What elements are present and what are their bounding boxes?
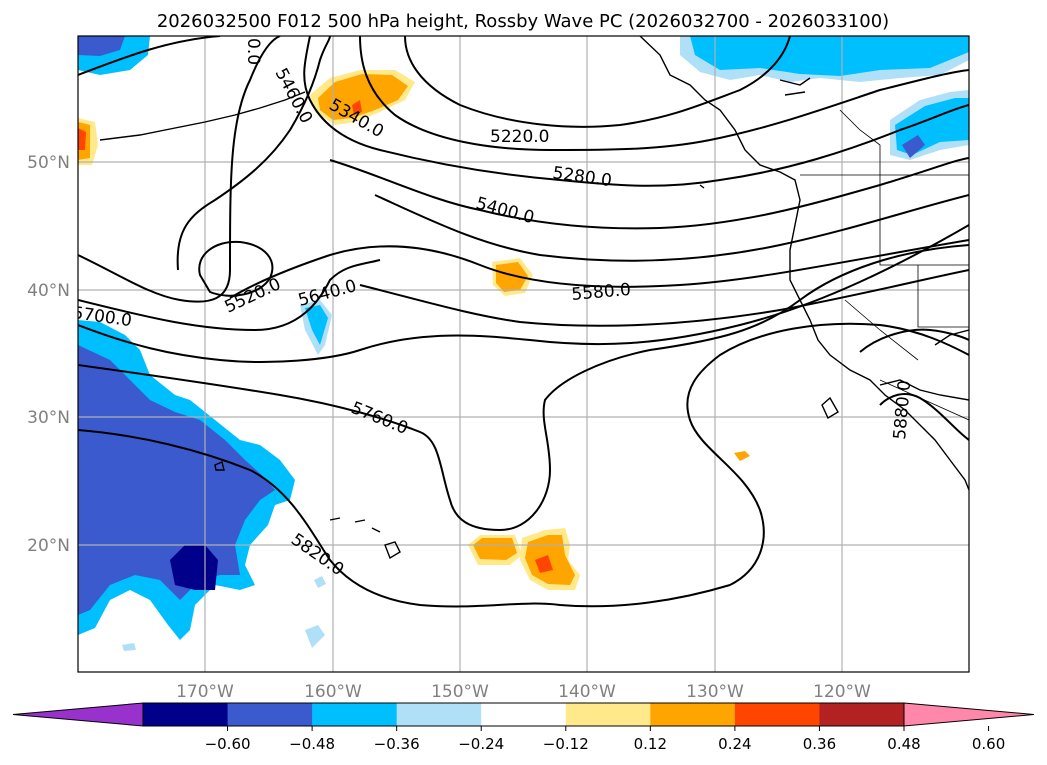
colorbar-segment [227, 703, 313, 726]
political-borders [800, 109, 969, 421]
colorbar-tick-label: 0.36 [803, 735, 836, 753]
colorbar-segment [481, 703, 567, 726]
colorbar-segment [312, 703, 398, 726]
lat-label: 40°N [27, 281, 70, 301]
colorbar [12, 702, 1035, 727]
contour-label: 5220.0 [490, 127, 549, 147]
colorbar-tick-label: −0.36 [374, 735, 420, 753]
lat-label: 30°N [27, 408, 70, 428]
colorbar-extend-high [903, 702, 1035, 727]
colorbar-segment [650, 703, 736, 726]
colorbar-tick-label: 0.12 [634, 735, 667, 753]
negative-anomaly-shading [78, 36, 969, 651]
map-frame [77, 35, 970, 673]
colorbar-segment [819, 703, 905, 726]
colorbar-tick-label: −0.48 [289, 735, 335, 753]
lon-label: 130°W [686, 682, 744, 702]
coastlines [99, 36, 969, 560]
positive-anomaly-shading [78, 70, 750, 590]
colorbar-outline [142, 702, 905, 727]
lon-label: 160°W [304, 682, 362, 702]
colorbar-tick-label: −0.24 [458, 735, 504, 753]
lat-label: 20°N [27, 536, 70, 556]
figure-title: 2026032500 F012 500 hPa height, Rossby W… [157, 11, 889, 32]
contour-label: 0.0 [243, 38, 263, 65]
height-contours [78, 36, 969, 608]
colorbar-tick-label: 0.48 [887, 735, 920, 753]
colorbar-segment [565, 703, 651, 726]
lon-label: 170°W [176, 682, 234, 702]
map-panel: 5340.0 5460.0 5400.0 5220.0 5280.0 5520.… [78, 36, 969, 672]
colorbar-segment [396, 703, 482, 726]
longitude-labels: 170°W 160°W 150°W 140°W 130°W 120°W [176, 682, 871, 702]
colorbar-tick-label: −0.60 [205, 735, 251, 753]
lon-label: 150°W [431, 682, 489, 702]
colorbar-segment [734, 703, 820, 726]
latitude-labels: 50°N 40°N 30°N 20°N [27, 153, 70, 556]
colorbar-tick-label: 0.60 [972, 735, 1005, 753]
lon-label: 120°W [813, 682, 871, 702]
colorbar-tick-label: −0.12 [543, 735, 589, 753]
colorbar-tick-label: 0.24 [718, 735, 751, 753]
colorbar-extend-low [12, 702, 144, 727]
colorbar-segment [143, 703, 229, 726]
lat-label: 50°N [27, 153, 70, 173]
lon-label: 140°W [558, 682, 616, 702]
colorbar-tick-labels: −0.60 −0.48 −0.36 −0.24 −0.12 0.12 0.24 0.36 0.4… [205, 726, 1005, 753]
